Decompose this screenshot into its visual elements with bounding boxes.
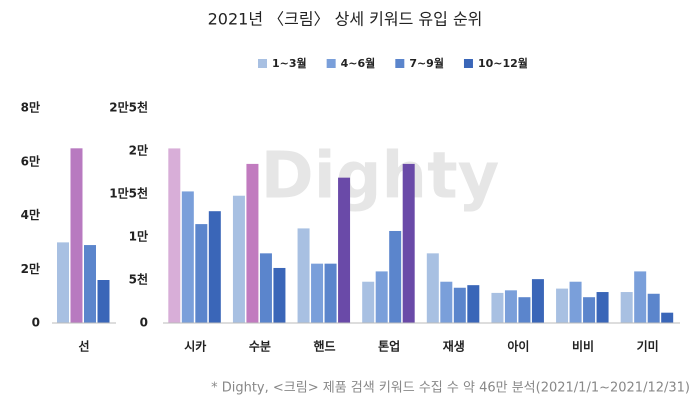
bar bbox=[70, 148, 83, 323]
bar bbox=[311, 263, 324, 323]
bar bbox=[402, 163, 415, 323]
x-tick-label: 재생 bbox=[443, 339, 465, 354]
y-tick-label: 0 bbox=[140, 316, 148, 330]
bar bbox=[246, 163, 259, 323]
watermark: Dighty bbox=[261, 140, 500, 214]
bar bbox=[596, 292, 609, 323]
bar bbox=[531, 279, 544, 323]
bar bbox=[259, 253, 272, 323]
bar bbox=[389, 230, 402, 323]
legend-label: 7~9월 bbox=[409, 56, 444, 70]
bar bbox=[362, 281, 375, 323]
bar bbox=[375, 271, 388, 323]
bar bbox=[97, 280, 110, 323]
bar bbox=[647, 293, 660, 323]
bar bbox=[297, 228, 310, 323]
bar bbox=[232, 195, 245, 323]
y-tick-label: 5천 bbox=[129, 272, 148, 287]
bar bbox=[324, 263, 337, 323]
legend-swatch bbox=[463, 59, 473, 68]
bar bbox=[338, 177, 351, 323]
x-tick-label: 수분 bbox=[249, 340, 271, 354]
bar bbox=[504, 290, 517, 323]
y-tick-label: 0 bbox=[32, 316, 40, 330]
y-tick-label: 1만 bbox=[129, 229, 148, 244]
legend-swatch bbox=[258, 59, 267, 68]
x-tick-label: 선 bbox=[78, 339, 89, 354]
bar bbox=[518, 297, 531, 323]
y-tick-label: 8만 bbox=[21, 100, 40, 115]
bar bbox=[453, 287, 466, 323]
bar bbox=[583, 297, 596, 323]
y-tick-label: 2만 bbox=[129, 143, 148, 158]
x-tick-label: 핸드 bbox=[314, 339, 336, 354]
bar bbox=[208, 211, 221, 323]
y-tick-label: 4만 bbox=[21, 207, 40, 222]
x-tick-label: 아이 bbox=[507, 339, 529, 354]
bar bbox=[440, 281, 453, 323]
bar bbox=[569, 281, 582, 323]
legend-swatch bbox=[395, 59, 405, 68]
bar bbox=[661, 312, 674, 323]
bar bbox=[195, 224, 208, 323]
x-tick-label: 톤업 bbox=[378, 340, 400, 354]
bar bbox=[273, 267, 286, 323]
y-tick-label: 2만5천 bbox=[109, 100, 148, 115]
bar bbox=[634, 271, 647, 323]
chart-title: 2021년 〈크림〉 상세 키워드 유입 순위 bbox=[208, 10, 483, 29]
bar bbox=[84, 245, 96, 323]
bar bbox=[491, 292, 504, 323]
legend-label: 4~6월 bbox=[341, 56, 376, 70]
bar bbox=[57, 242, 69, 323]
bar bbox=[467, 285, 480, 323]
legend-label: 10~12월 bbox=[478, 56, 528, 70]
y-tick-label: 6만 bbox=[21, 153, 40, 168]
legend-label: 1~3월 bbox=[272, 56, 307, 70]
x-tick-label: 시카 bbox=[184, 339, 206, 354]
bar bbox=[620, 292, 633, 323]
x-tick-label: 기미 bbox=[637, 339, 659, 354]
bar bbox=[181, 191, 194, 323]
bar bbox=[426, 253, 439, 323]
bar bbox=[168, 148, 181, 323]
y-tick-label: 2만 bbox=[21, 261, 40, 276]
x-tick-label: 비비 bbox=[572, 339, 594, 354]
footnote: * Dighty, <크림> 제품 검색 키워드 수집 수 약 46만 분석(2… bbox=[211, 381, 690, 396]
y-tick-label: 1만5천 bbox=[109, 186, 148, 201]
bar bbox=[556, 288, 569, 323]
legend-swatch bbox=[326, 59, 336, 68]
